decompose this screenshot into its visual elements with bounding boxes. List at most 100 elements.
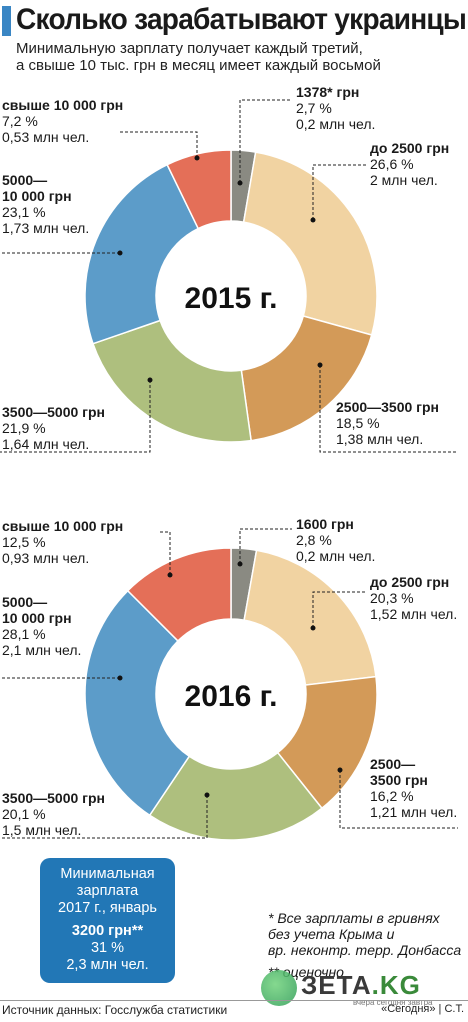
donut-2016-slice-4 [84,589,191,817]
label-2015-slice-5000-10000: 5000— 10 000 грн 23,1 % 1,73 млн чел. [2,172,89,236]
donut-2015-leader-dot-3 [147,377,153,383]
slice-percent: 26,6 % [370,156,414,172]
donut-2016-leader-1 [312,591,366,628]
donut-2016-slice-3 [148,751,323,841]
slice-range: 2500— [370,756,416,772]
donut-chart-2016: 2016 г. [0,528,458,841]
donut-2016-leader-dot-1 [310,625,316,631]
slice-range: 3500—5000 грн [2,790,106,806]
slice-range: до 2500 грн [370,574,450,590]
slice-percent: 16,2 % [370,788,414,804]
slice-percent: 28,1 % [2,626,46,642]
slice-range: 2500—3500 грн [336,399,440,415]
donut-2015-leader-0 [239,99,292,183]
min-wage-percent: 31 % [90,940,125,956]
slice-percent: 18,5 % [336,415,380,431]
page-title: Сколько зарабатывают украинцы [16,3,467,36]
label-2015-slice-2500-3500: 2500—3500 грн 18,5 % 1,38 млн чел. [336,399,439,447]
min-wage-line-3: 2017 г., январь [58,900,157,916]
donut-2015-slice-5 [166,149,232,230]
slice-people: 0,2 млн чел. [296,116,376,132]
donut-2015-leader-dot-0 [237,180,243,186]
slice-people: 1,5 млн чел. [2,822,82,838]
slice-range: 1600 грн [296,516,354,532]
footer-divider [0,1000,468,1001]
donut-2015-leader-5 [120,131,198,158]
footnote-1-cont2: вр. неконтр. терр. Донбасса [268,942,462,958]
min-wage-amount: 3200 грн** [71,923,144,939]
donut-2016-leader-5 [160,531,171,575]
watermark-logo: ЗЕТА.KG вчера сегодня завтра [255,968,465,1007]
label-2016-slice-to2500: до 2500 грн 20,3 % 1,52 млн чел. [370,574,457,622]
min-wage-people: 2,3 млн чел. [66,957,149,973]
min-wage-line-1: Минимальная [60,866,155,882]
donut-2015-center-year: 2015 г. [185,282,278,315]
slice-people: 0,53 млн чел. [2,129,90,145]
slice-range: 5000— [2,594,48,610]
label-2016-slice-3500-5000: 3500—5000 грн 20,1 % 1,5 млн чел. [2,790,105,838]
slice-people: 0,93 млн чел. [2,550,90,566]
donut-2015-leader-dot-1 [310,217,316,223]
data-source: Источник данных: Госслужба статистики [2,1003,228,1017]
donut-2016-leader-dot-5 [167,572,173,578]
label-2015-slice-over10000: свыше 10 000 грн 7,2 % 0,53 млн чел. [2,97,123,145]
donut-2015-leader-dot-4 [117,250,123,256]
donut-2016-leader-dot-4 [117,675,123,681]
slice-people: 1,38 млн чел. [336,431,424,447]
label-2015-slice-3500-5000: 3500—5000 грн 21,9 % 1,64 млн чел. [2,404,105,452]
slice-people: 1,73 млн чел. [2,220,90,236]
slice-range: свыше 10 000 грн [2,518,124,534]
slice-percent: 21,9 % [2,420,46,436]
slice-range: 3500—5000 грн [2,404,106,420]
subtitle-line-1: Минимальную зарплату получает каждый тре… [16,40,363,57]
label-2016-slice-5000-10000: 5000— 10 000 грн 28,1 % 2,1 млн чел. [2,594,81,658]
label-2015-slice-to2500: до 2500 грн 26,6 % 2 млн чел. [370,140,449,188]
donut-2016-leader-dot-2 [337,767,343,773]
slice-percent: 7,2 % [2,113,38,129]
donut-2015-leader-dot-5 [194,155,200,161]
donut-2015-slice-4 [84,163,200,345]
slice-people: 2 млн чел. [370,172,438,188]
label-2016-slice-2500-3500: 2500— 3500 грн 16,2 % 1,21 млн чел. [370,756,457,820]
subtitle-line-2: а свыше 10 тыс. грн в месяц имеет каждый… [16,57,381,74]
label-2016-slice-over10000: свыше 10 000 грн 12,5 % 0,93 млн чел. [2,518,123,566]
slice-percent: 12,5 % [2,534,46,550]
donut-2016-slice-1 [243,549,377,686]
footnote-1-cont: без учета Крыма и [268,926,395,942]
donut-2016-center-year: 2016 г. [185,680,278,713]
donut-2016-leader-2 [339,770,458,829]
slice-people: 0,2 млн чел. [296,548,376,564]
subtitle: Минимальную зарплату получает каждый тре… [16,40,456,74]
slice-range-cont: 3500 грн [370,772,428,788]
donut-2015-leader-1 [312,164,366,220]
donut-chart-2015: 2015 г. [0,99,458,453]
min-wage-line-2: зарплата [76,883,139,899]
label-2015-slice-1378: 1378* грн 2,7 % 0,2 млн чел. [296,84,375,132]
watermark-brand: ЗЕТА.KG [301,970,421,1000]
title-accent-bar [2,6,11,36]
donut-2015-leader-dot-2 [317,362,323,368]
slice-percent: 20,1 % [2,806,46,822]
slice-range: свыше 10 000 грн [2,97,124,113]
watermark-tagline: вчера сегодня завтра [353,998,433,1007]
donut-2016-slice-5 [126,547,232,643]
slice-percent: 20,3 % [370,590,414,606]
slice-people: 2,1 млн чел. [2,642,82,658]
slice-range: 5000— [2,172,48,188]
donut-2015-slice-3 [92,319,252,443]
label-2016-slice-1600: 1600 грн 2,8 % 0,2 млн чел. [296,516,375,564]
donut-2015-slice-1 [242,151,378,336]
slice-range: до 2500 грн [370,140,450,156]
donut-2016-leader-0 [239,528,292,564]
donut-2015-leader-3 [0,380,151,453]
slice-range-cont: 10 000 грн [2,188,72,204]
slice-percent: 23,1 % [2,204,46,220]
donut-2015-leader-2 [319,365,458,453]
credit: «Сегодня» | С.Т. [381,1003,464,1015]
slice-range-cont: 10 000 грн [2,610,72,626]
donut-2016-leader-dot-0 [237,561,243,567]
donut-2016-leader-3 [0,795,208,839]
header: Сколько зарабатывают украинцы [0,0,468,40]
slice-people: 1,21 млн чел. [370,804,458,820]
slice-percent: 2,7 % [296,100,332,116]
